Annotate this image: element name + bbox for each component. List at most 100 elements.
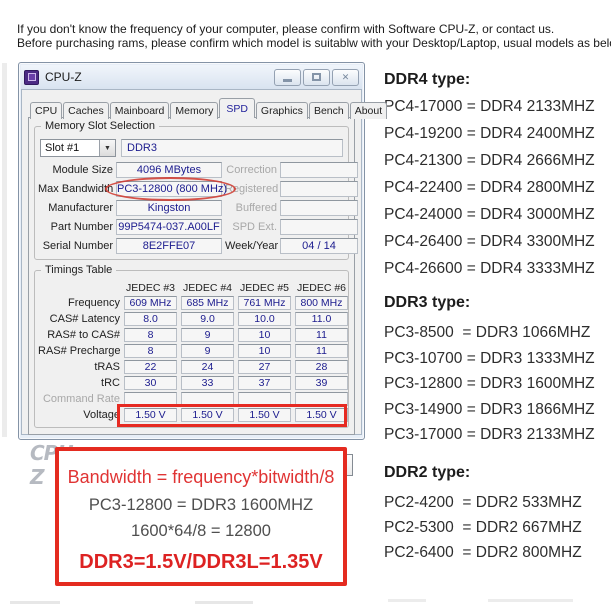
tab-bench[interactable]: Bench	[308, 102, 349, 119]
timing-cell	[124, 392, 177, 406]
timing-cell: 800 MHz	[295, 296, 348, 310]
formula-line: PC3-12800 = DDR3 1600MHZ	[88, 496, 314, 514]
slot-select-dropdown[interactable]: Slot #1 ▼	[40, 139, 116, 157]
timing-cell: 10	[238, 328, 291, 342]
scan-artifact	[195, 601, 253, 604]
spd-tab-sheet: Memory Slot Selection Slot #1 ▼ DDR3 Mod…	[28, 117, 358, 435]
timing-cell: 39	[295, 376, 348, 390]
field-label: Registered	[225, 183, 279, 195]
timing-cell: 33	[181, 376, 234, 390]
voltage-cell: 1.50 V	[181, 408, 234, 422]
group-legend: Timings Table	[41, 264, 117, 276]
row-label: tRAS	[94, 361, 120, 373]
ram-list-item: PC3-10700 = DDR3 1333MHZ	[384, 349, 595, 367]
tab-mainboard[interactable]: Mainboard	[109, 102, 170, 119]
chevron-down-icon: ▼	[99, 140, 115, 156]
ddr2-type-list: DDR2 type: PC2-4200 = DDR2 533MHZ PC2-53…	[384, 459, 610, 565]
week-year-field: 04 / 14	[280, 238, 358, 254]
voltage-cell: 1.50 V	[295, 408, 348, 422]
timing-cell: 10.0	[238, 312, 291, 326]
row-label: Voltage	[83, 409, 120, 421]
column-header: JEDEC #5	[239, 282, 290, 294]
column-header: JEDEC #3	[125, 282, 176, 294]
formula-line: 1600*64/8 = 12800	[131, 522, 271, 540]
field-label: Module Size	[52, 164, 113, 176]
bandwidth-formula-box: Bandwidth = frequency*bitwidth/8 PC3-128…	[55, 447, 347, 586]
field-label: SPD Ext.	[232, 221, 277, 233]
title-bar[interactable]: CPU-Z ✕	[21, 65, 362, 89]
field-label: Serial Number	[42, 240, 113, 252]
timing-cell: 11	[295, 344, 348, 358]
field-label: Week/Year	[225, 240, 279, 252]
timing-cell: 9	[181, 344, 234, 358]
field-label: Correction	[226, 164, 277, 176]
ram-list-item: PC4-26400 = DDR4 3300MHZ	[384, 233, 595, 250]
module-size-field: 4096 MBytes	[116, 162, 222, 178]
scan-artifact	[488, 599, 573, 602]
row-label: Frequency	[68, 297, 120, 309]
row-label: tRC	[101, 377, 120, 389]
ram-list-item: PC3-14900 = DDR3 1866MHZ	[384, 400, 595, 418]
field-label: Buffered	[235, 202, 277, 214]
ram-list-item: PC4-17000 = DDR4 2133MHZ	[384, 98, 595, 115]
ram-list-item: PC4-22400 = DDR4 2800MHZ	[384, 179, 595, 196]
close-window-button[interactable]: ✕	[332, 68, 359, 86]
timing-cell: 24	[181, 360, 234, 374]
maximize-button[interactable]	[303, 68, 330, 86]
field-label: Manufacturer	[48, 202, 113, 214]
ram-list-item: PC3-8500 = DDR3 1066MHZ	[384, 324, 591, 341]
ddr4-type-list: DDR4 type: PC4-17000 = DDR4 2133MHZ PC4-…	[384, 66, 610, 282]
minimize-icon	[283, 78, 292, 82]
scan-artifact	[10, 601, 60, 604]
spd-ext-field	[280, 219, 358, 235]
tab-graphics[interactable]: Graphics	[255, 102, 308, 119]
ram-list-item: PC4-24000 = DDR4 3000MHZ	[384, 206, 595, 223]
timing-cell: 8.0	[124, 312, 177, 326]
scan-artifact	[2, 63, 7, 437]
ram-list-item: PC4-26600 = DDR4 3333MHZ	[384, 260, 595, 277]
slot-type-field: DDR3	[121, 139, 343, 157]
ram-list-item: PC3-17000 = DDR3 2133MHZ	[384, 426, 595, 443]
tab-about[interactable]: About	[349, 102, 388, 119]
ddr3-type-list: DDR3 type: PC3-8500 = DDR3 1066MHZ PC3-1…	[384, 289, 610, 448]
timing-cell: 8	[124, 344, 177, 358]
timing-cell: 609 MHz	[124, 296, 177, 310]
window-client-area: CPU Caches Mainboard Memory SPD Graphics…	[21, 89, 388, 489]
row-label: RAS# to CAS#	[47, 329, 120, 341]
maximize-icon	[312, 73, 321, 81]
timing-cell: 30	[124, 376, 177, 390]
tab-caches[interactable]: Caches	[63, 102, 109, 119]
timing-cell: 8	[124, 328, 177, 342]
ram-list-item: PC4-19200 = DDR4 2400MHZ	[384, 125, 595, 142]
ddr2-type-header: DDR2 type:	[384, 464, 471, 481]
row-label: RAS# Precharge	[38, 345, 121, 357]
voltage-cell: 1.50 V	[238, 408, 291, 422]
timing-cell	[295, 392, 348, 406]
timing-cell: 9.0	[181, 312, 234, 326]
voltage-cell: 1.50 V	[124, 408, 177, 422]
intro-line-1: If you don't know the frequency of your …	[17, 22, 555, 36]
registered-field	[280, 181, 358, 197]
correction-field	[280, 162, 358, 178]
column-header: JEDEC #6	[296, 282, 347, 294]
manufacturer-field: Kingston	[116, 200, 222, 216]
field-label: Max Bandwidth	[38, 183, 114, 195]
minimize-button[interactable]	[274, 68, 301, 86]
ram-list-item: PC2-6400 = DDR2 800MHZ	[384, 544, 582, 561]
window-title: CPU-Z	[45, 70, 82, 84]
tab-memory[interactable]: Memory	[170, 102, 219, 119]
timing-cell: 28	[295, 360, 348, 374]
timing-cell: 685 MHz	[181, 296, 234, 310]
formula-line: Bandwidth = frequency*bitwidth/8	[67, 467, 335, 487]
tab-spd[interactable]: SPD	[219, 98, 255, 118]
scan-artifact	[388, 599, 426, 602]
field-label: Part Number	[50, 221, 113, 233]
ram-list-item: PC4-21300 = DDR4 2666MHZ	[384, 152, 595, 169]
tab-cpu[interactable]: CPU	[30, 102, 63, 119]
ddr4-type-header: DDR4 type:	[384, 71, 471, 88]
serial-number-field: 8E2FFE07	[116, 238, 222, 254]
timing-cell: 11	[295, 328, 348, 342]
column-header: JEDEC #4	[182, 282, 233, 294]
max-bandwidth-field: PC3-12800 (800 MHz)	[105, 177, 236, 201]
row-label: CAS# Latency	[49, 313, 120, 325]
